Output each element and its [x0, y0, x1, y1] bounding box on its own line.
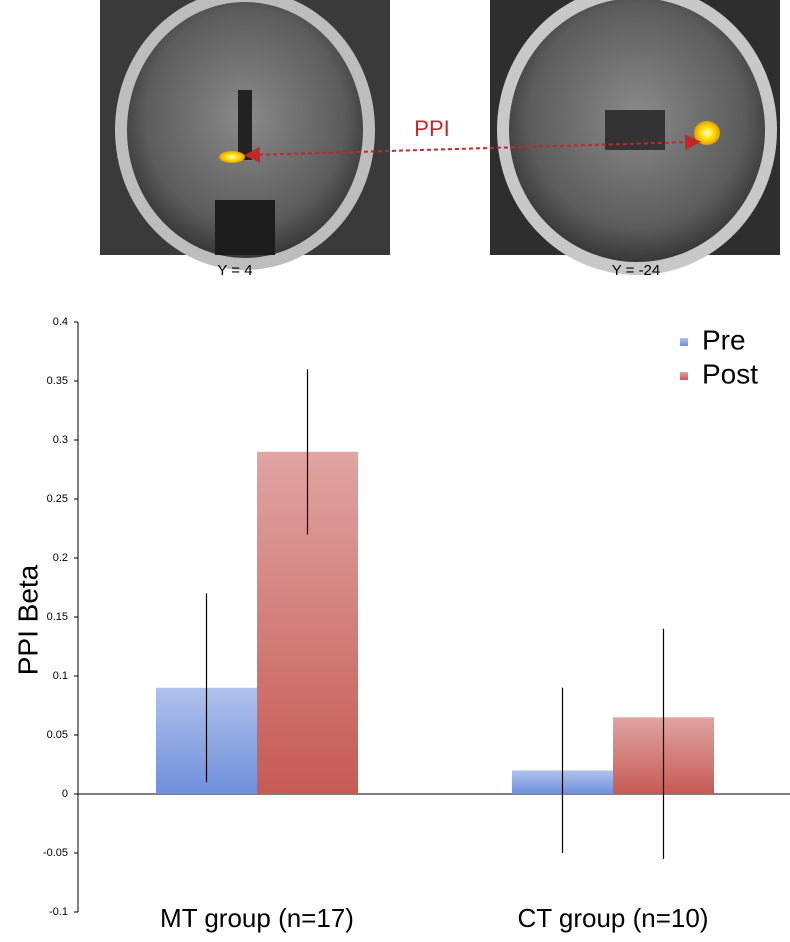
y-tick-label: 0.1: [53, 670, 68, 682]
y-tick-label: 0.05: [47, 729, 68, 741]
y-tick-label: 0.35: [47, 375, 68, 387]
ppi-arrow: [244, 134, 701, 163]
ppi-label: PPI: [414, 116, 449, 141]
legend-swatch: [680, 372, 688, 380]
y-tick-label: 0.15: [47, 611, 68, 623]
brain-right: [490, 0, 780, 275]
legend-label: Pre: [702, 324, 746, 355]
slice-label: Y = -24: [612, 262, 661, 279]
y-tick-label: 0.2: [53, 552, 68, 564]
x-tick-label: MT group (n=17): [160, 903, 354, 933]
y-tick-label: -0.1: [49, 906, 68, 918]
x-tick-label: CT group (n=10): [517, 903, 708, 933]
legend-swatch: [680, 338, 688, 346]
y-tick-label: 0.3: [53, 434, 68, 446]
y-tick-label: 0: [62, 788, 68, 800]
y-tick-label: 0.25: [47, 493, 68, 505]
brain-left: [100, 0, 390, 270]
legend-label: Post: [702, 358, 758, 389]
y-axis-label: PPI Beta: [12, 564, 43, 675]
slice-label: Y = 4: [217, 262, 252, 279]
y-tick-label: 0.4: [53, 316, 68, 328]
y-tick-label: -0.05: [43, 847, 68, 859]
